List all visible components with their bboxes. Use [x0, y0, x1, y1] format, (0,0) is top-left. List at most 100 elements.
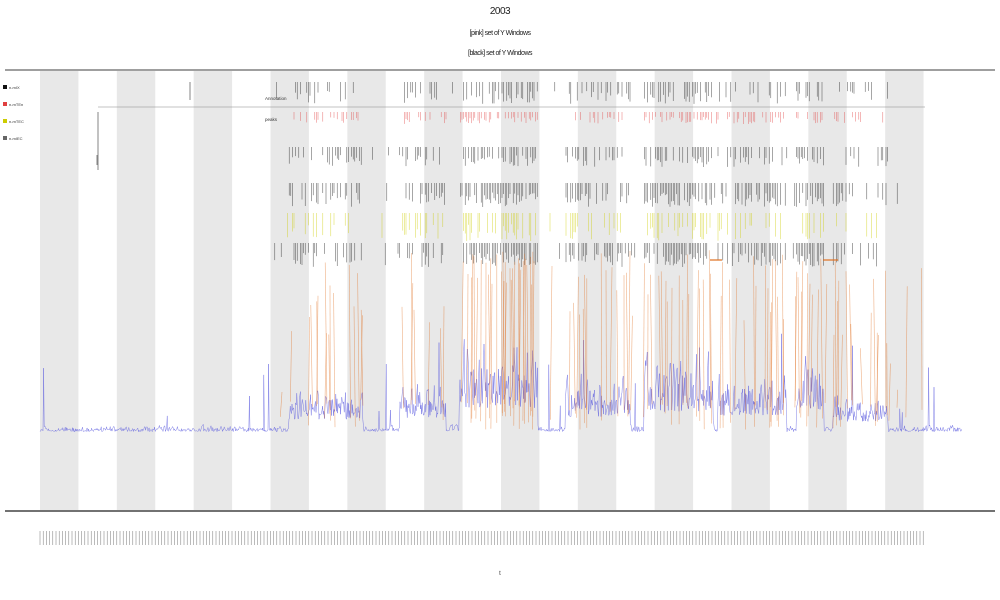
overlay-spike [660, 271, 663, 405]
annotation-tick-tracks [96, 82, 898, 267]
overlay-spike [810, 294, 813, 409]
overlay-spike [308, 316, 310, 426]
overlay-spike [530, 284, 532, 416]
overlay-spike [722, 262, 724, 428]
overlay-spike [584, 274, 587, 410]
legend-swatch [3, 136, 7, 140]
overlay-spike [834, 261, 837, 407]
overlay-spike [764, 265, 766, 409]
overlay-spike [719, 295, 722, 429]
overlay-spike [755, 285, 757, 406]
overlay-spike [626, 272, 629, 417]
overlay-spike [870, 312, 872, 407]
chart-header: 2003 [pink] set of Y Windows [black] set… [0, 0, 1000, 70]
band-12 [885, 71, 924, 510]
overlay-spike [770, 302, 772, 422]
overlay-spike [569, 311, 571, 411]
overlay-spike [324, 262, 328, 404]
background-bands [40, 71, 924, 510]
overlay-spike [650, 274, 653, 405]
overlay-spike [411, 252, 413, 401]
tick-track-3 [288, 147, 888, 167]
overlay-spike [280, 391, 283, 417]
overlay-spike [860, 348, 863, 405]
overlay-spike [576, 276, 579, 418]
overlay-spike [357, 273, 360, 421]
overlay-spike [410, 283, 414, 405]
overlay-spike [401, 306, 404, 409]
overlay-spike [324, 333, 327, 419]
overlay-spike [413, 309, 416, 404]
tick-track-4 [288, 183, 898, 207]
overlay-spike [502, 280, 505, 416]
overlay-spike [427, 322, 430, 406]
overlay-spike [687, 293, 690, 409]
overlay-spike [470, 277, 472, 423]
overlay-spike [513, 261, 516, 426]
overlay-spike [573, 302, 576, 414]
legend-label: n-mTEn [9, 102, 23, 107]
overlay-spike [671, 287, 673, 425]
tick-track-1 [276, 82, 888, 104]
overlay-spike [518, 269, 522, 407]
overlay-spike [729, 279, 731, 423]
chart-subtitle-1: [pink] set of Y Windows [469, 30, 532, 37]
overlay-spike [522, 253, 525, 421]
overlay-spike [686, 254, 688, 403]
overlay-spike [797, 277, 800, 414]
band-11 [808, 71, 847, 510]
overlay-spike [490, 283, 493, 429]
band-4 [270, 71, 309, 510]
overlay-spike [708, 250, 711, 408]
overlay-spike [473, 256, 476, 411]
overlay-spike [832, 334, 835, 429]
overlay-spike [480, 260, 482, 422]
legend-swatch [3, 102, 7, 106]
overlay-spike [806, 273, 808, 427]
overlay-spike [526, 264, 529, 423]
legend-label: n-mIEC [9, 136, 23, 141]
legend-swatch [3, 85, 7, 89]
overlay-spike [770, 258, 774, 427]
chart-subtitle-2: [black] set of Y Windows [468, 50, 533, 57]
overlay-spike [905, 286, 908, 418]
overlay-spike [774, 260, 778, 421]
overlay-spike [849, 284, 852, 401]
overlay-trace [280, 250, 923, 430]
overlay-spike [743, 320, 746, 430]
overlay-spike [550, 265, 553, 420]
overlay-spike [628, 250, 631, 413]
overlay-spike [310, 304, 313, 407]
overlay-spike [876, 334, 879, 413]
overlay-spike [794, 271, 798, 408]
x-axis-label: t [499, 571, 501, 577]
track-label: peaks [265, 117, 278, 122]
overlay-spike [767, 288, 769, 411]
overlay-spike [658, 275, 661, 405]
band-6 [424, 71, 463, 510]
overlay-spike [816, 289, 819, 428]
overlay-spike [290, 331, 292, 402]
overlay-spike [734, 278, 738, 410]
overlay-spike [630, 315, 633, 411]
overlay-spike [873, 278, 876, 426]
overlay-spike [850, 323, 853, 406]
overlay-spike [460, 261, 464, 403]
tick-track-2 [293, 112, 884, 124]
overlay-spike [504, 282, 507, 412]
overlay-spike [888, 363, 891, 421]
overlay-spike [440, 328, 443, 408]
overlay-spike [360, 309, 364, 406]
overlay-spike [501, 271, 503, 414]
overlay-spike [769, 311, 771, 428]
overlay-spike [702, 279, 705, 430]
band-2 [116, 71, 156, 510]
legend: n-mIX n-mTEn n-mTEC n-mIEC [3, 85, 24, 141]
chart-title: 2003 [489, 6, 511, 17]
x-tick-labels [39, 531, 924, 545]
track-label: Annotation [265, 96, 287, 101]
legend-swatch [3, 119, 7, 123]
band-9 [654, 71, 694, 510]
overlay-spike [807, 283, 811, 417]
overlay-spike [801, 261, 804, 401]
